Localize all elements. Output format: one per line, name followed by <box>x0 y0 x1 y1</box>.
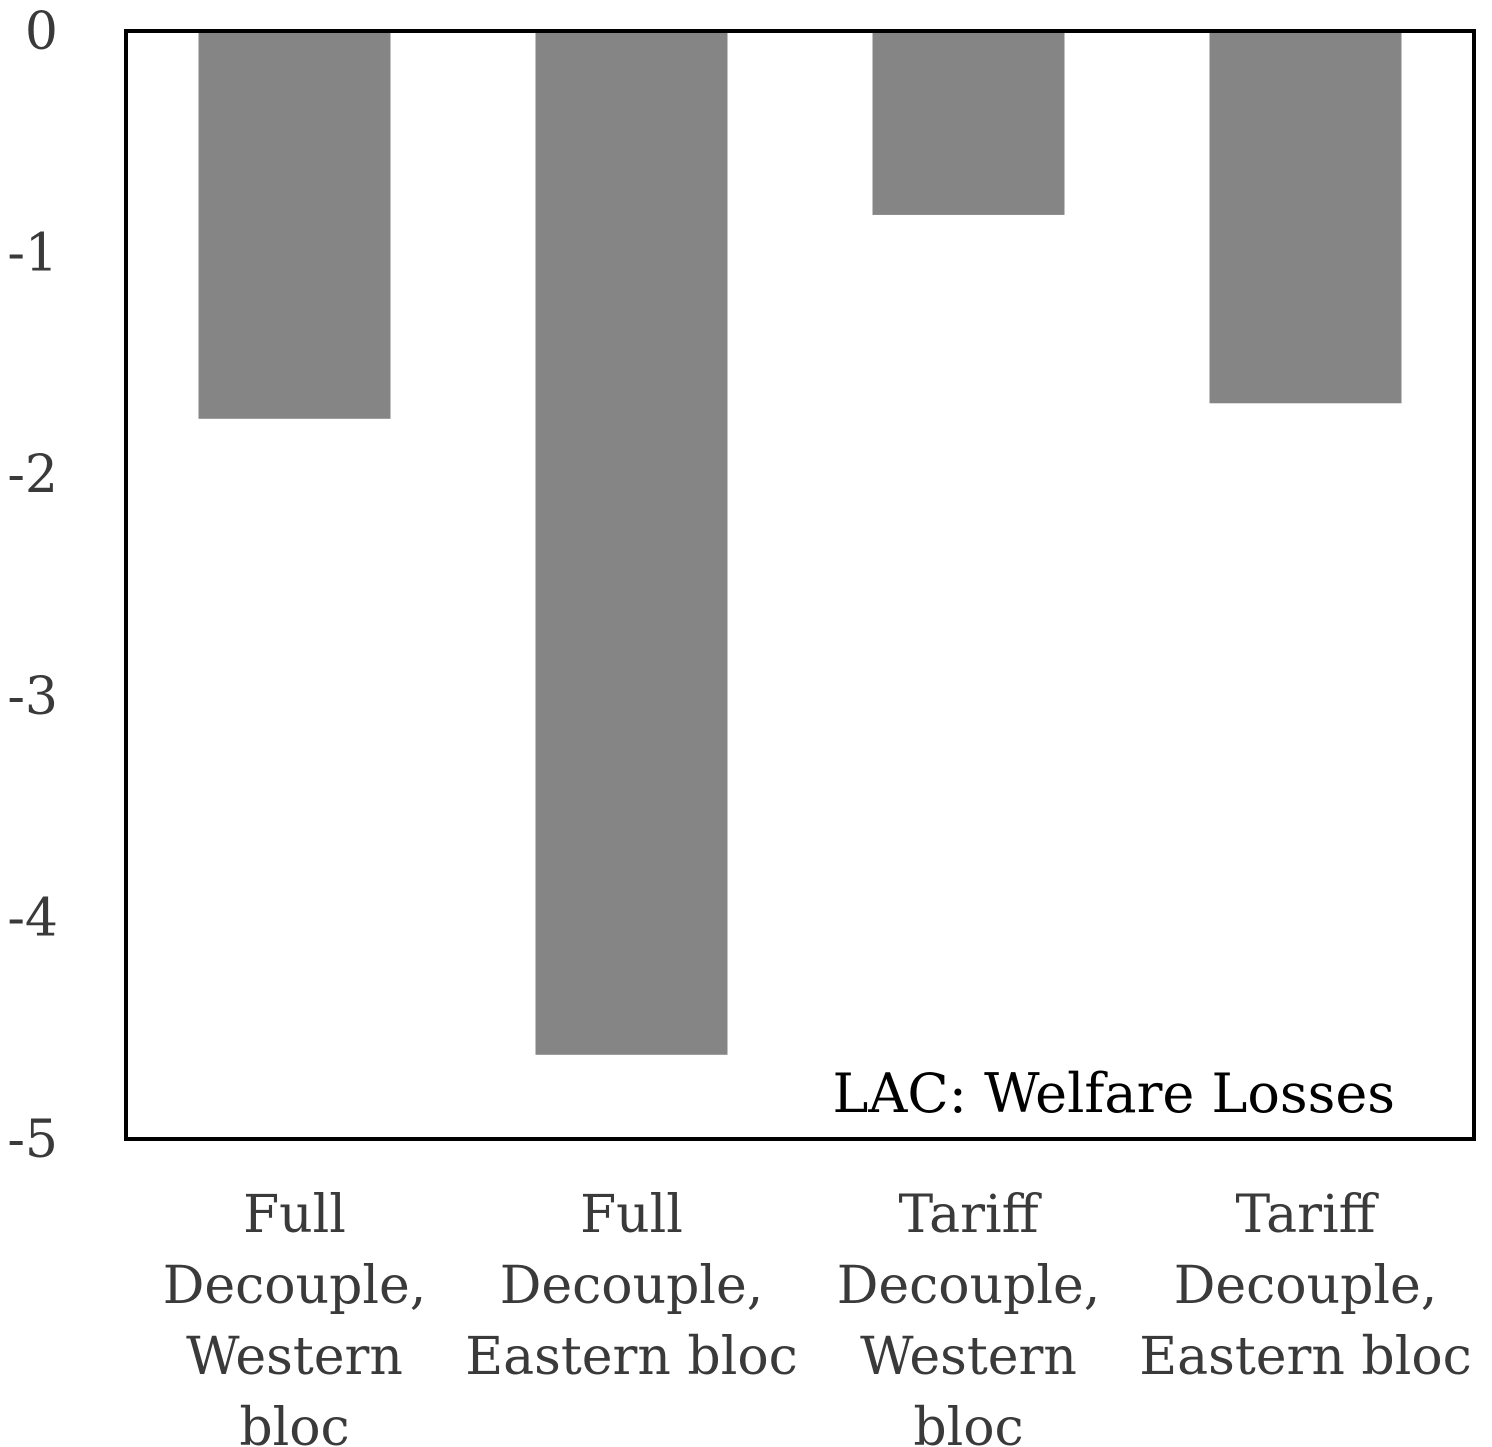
y-tick-label: -5 <box>7 1110 58 1170</box>
y-tick-label: -4 <box>7 888 58 948</box>
bar-1 <box>198 31 391 419</box>
x-category-label: Eastern bloc <box>465 1327 798 1387</box>
x-category-label: Decouple, <box>500 1256 764 1316</box>
y-tick-label: 0 <box>25 2 58 62</box>
y-tick-label: -3 <box>7 667 58 727</box>
x-category-label: Tariff <box>1235 1185 1379 1245</box>
y-tick-label: -2 <box>7 445 58 505</box>
x-category-label: Decouple, <box>1174 1256 1438 1316</box>
x-axis-labels: Full Decouple, Western bloc Full Decouple, Eas… <box>163 1185 1472 1447</box>
x-category-label: Full <box>580 1185 683 1245</box>
bars-group <box>198 31 1402 1055</box>
x-category-label: Full <box>243 1185 346 1245</box>
bar-3 <box>872 31 1065 215</box>
x-category-label: Decouple, <box>837 1256 1101 1316</box>
y-axis-ticks: 0 -1 -2 -3 -4 -5 <box>7 2 58 1170</box>
plot-frame <box>124 29 1476 1141</box>
bar-4 <box>1209 31 1402 404</box>
x-category-label: Tariff <box>898 1185 1042 1245</box>
x-category-label: Decouple, <box>163 1256 427 1316</box>
x-category-label: bloc <box>913 1398 1023 1447</box>
y-tick-label: -1 <box>7 224 58 284</box>
x-category-label: Eastern bloc <box>1139 1327 1472 1387</box>
x-category-label: bloc <box>239 1398 349 1447</box>
chart-title: LAC: Welfare Losses <box>833 1062 1395 1125</box>
x-category-label: Western <box>860 1327 1077 1387</box>
x-category-label: Western <box>186 1327 403 1387</box>
bar-2 <box>535 31 728 1055</box>
